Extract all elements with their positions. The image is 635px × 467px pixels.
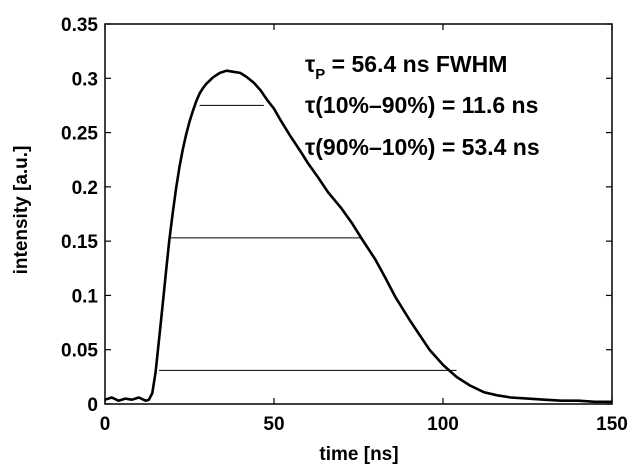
x-tick-label: 0 [100, 414, 111, 435]
y-axis-title: intensity [a.u.] [11, 146, 32, 275]
y-tick-label: 0.3 [72, 69, 98, 90]
annotation-rise-time: τ(10%–90%) = 11.6 ns [305, 92, 538, 118]
annotation-fwhm-tau: τ [305, 51, 315, 77]
y-tick-label: 0.25 [61, 124, 98, 145]
annotation-fwhm-subscript: P [315, 66, 325, 83]
pulse-intensity-series-line [104, 69, 612, 404]
x-tick-label: 150 [596, 414, 628, 435]
annotation-fwhm: τP = 56.4 ns FWHM [305, 51, 507, 83]
annotation-fwhm-value: = 56.4 ns FWHM [325, 51, 507, 77]
x-axis-title: time [ns] [319, 444, 398, 465]
axis-tick-labels: 0 50 100 150 0 0.05 0.1 0.15 0.2 0.25 0.3 0.35 [61, 15, 628, 435]
axis-ticks [104, 23, 613, 405]
y-tick-label: 0.35 [61, 15, 98, 36]
x-tick-label: 100 [427, 414, 459, 435]
plot-frame [104, 23, 613, 405]
reference-lines [159, 104, 457, 371]
x-tick-label: 50 [263, 414, 284, 435]
y-tick-label: 0.15 [61, 232, 98, 253]
y-tick-label: 0.05 [61, 341, 98, 362]
y-tick-label: 0 [87, 395, 98, 416]
y-tick-label: 0.2 [72, 178, 98, 199]
annotation-fall-time: τ(90%–10%) = 53.4 ns [305, 134, 540, 160]
y-tick-label: 0.1 [72, 286, 99, 307]
